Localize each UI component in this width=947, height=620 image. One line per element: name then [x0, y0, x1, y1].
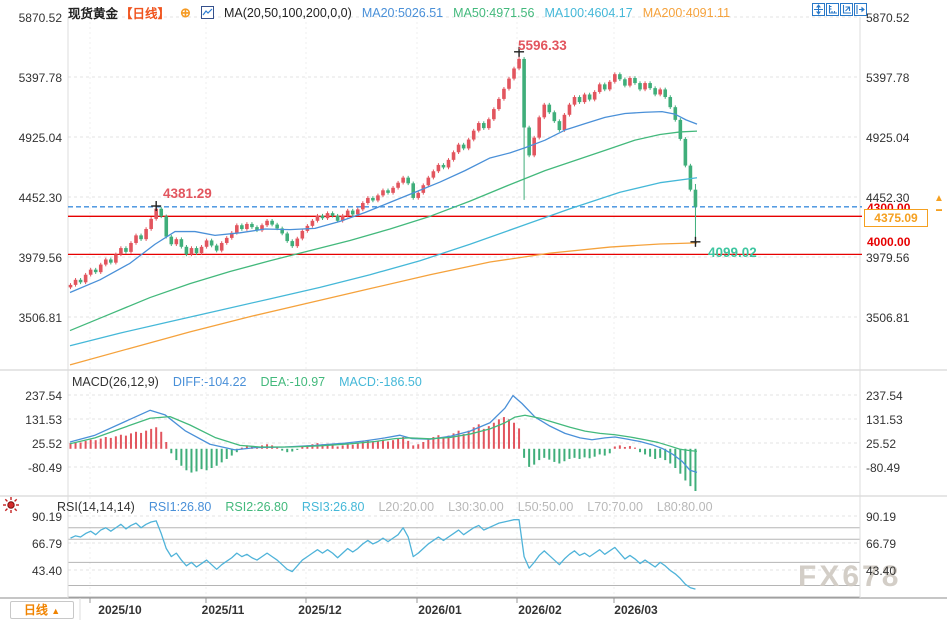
rsi-tick-label: 43.40 [31, 564, 62, 578]
macd-header: MACD(26,12,9) DIFF:-104.22 DEA:-10.97 MA… [72, 375, 422, 389]
period-label: 日线 [23, 603, 48, 617]
move-tool-icon[interactable] [812, 3, 825, 16]
last-price-box: 4375.09 [864, 209, 928, 227]
chart-header: 现货黄金 【日线】 ⊕ MA(20,50,100,200,0,0) MA20:5… [68, 3, 730, 22]
macd-dea-value: DEA:-10.97 [260, 375, 326, 389]
rsi-tick-label: 90.19 [866, 510, 897, 524]
rsi-title[interactable]: RSI(14,14,14) [57, 500, 135, 514]
ma-settings-label[interactable]: MA(20,50,100,200,0,0) [223, 5, 352, 20]
chart-toolbar [812, 3, 867, 16]
macd-tick-label: 131.53 [25, 413, 62, 427]
add-indicator-icon[interactable]: ⊕ [180, 4, 191, 20]
macd-tick-label: 25.52 [31, 437, 62, 451]
price-tick-label: 3506.81 [866, 311, 910, 325]
price-tick-label: 3979.56 [18, 251, 62, 265]
x-axis-month-label: 2026/01 [418, 603, 462, 617]
price-tick-label: 5870.52 [866, 11, 910, 25]
period-selector[interactable]: 日线 ▲ [10, 601, 74, 619]
macd-diff-value: DIFF:-104.22 [172, 375, 247, 389]
indicator-settings-sun-icon[interactable] [2, 496, 20, 514]
rsi-l50-value: L50:50.00 [517, 500, 574, 514]
macd-macd-value: MACD:-186.50 [339, 375, 422, 389]
annotation-top-high: 5596.33 [518, 38, 567, 53]
symbol-title: 现货黄金 [68, 7, 119, 21]
annotation-oct-high: 4381.29 [163, 186, 212, 201]
watermark-logo: FX678 [798, 560, 902, 593]
x-axis-month-label: 2025/11 [201, 603, 245, 617]
x-axis-zoom-icon[interactable] [840, 3, 853, 16]
rsi-l80-value: L80:80.00 [656, 500, 713, 514]
price-tick-label: 5870.52 [18, 11, 62, 25]
rsi-tick-label: 66.79 [31, 537, 62, 551]
rsi-tick-label: 66.79 [866, 537, 897, 551]
price-tick-label: 4452.30 [866, 191, 910, 205]
price-tick-label: 5397.78 [866, 71, 910, 85]
support-level-label: 4000.00 [867, 235, 911, 249]
rsi-l20-value: L20:20.00 [378, 500, 435, 514]
price-tick-label: 3979.56 [866, 251, 910, 265]
rsi-l30-value: L30:30.00 [448, 500, 504, 514]
ma50-value: MA50:4971.56 [453, 5, 535, 20]
period-tag[interactable]: 【日线】 [120, 7, 171, 21]
rsi3-value: RSI3:26.80 [301, 500, 365, 514]
x-axis-month-label: 2026/03 [614, 603, 658, 617]
price-tick-label: 4925.04 [18, 131, 62, 145]
latest-price-arrow-icon[interactable]: ▲ ▬ [934, 193, 944, 214]
macd-tick-label: 237.54 [25, 389, 62, 403]
rsi1-value: RSI1:26.80 [148, 500, 212, 514]
macd-tick-label: 131.53 [866, 413, 903, 427]
y-axis-zoom-icon[interactable] [826, 3, 839, 16]
rsi2-value: RSI2:26.80 [225, 500, 288, 514]
scroll-to-latest-icon[interactable] [854, 3, 867, 16]
price-tick-label: 5397.78 [18, 71, 62, 85]
x-axis-month-label: 2026/02 [518, 603, 562, 617]
ma20-value: MA20:5026.51 [361, 5, 444, 20]
rsi-l70-value: L70:70.00 [587, 500, 643, 514]
rsi-tick-label: 43.40 [866, 564, 897, 578]
price-tick-label: 4452.30 [18, 191, 62, 205]
macd-tick-label: -80.49 [866, 461, 901, 475]
rsi-header: RSI(14,14,14) RSI1:26.80 RSI2:26.80 RSI3… [57, 500, 713, 514]
macd-tick-label: 25.52 [866, 437, 897, 451]
x-axis-month-label: 2025/10 [98, 603, 142, 617]
ma200-value: MA200:4091.11 [642, 5, 731, 20]
price-tick-label: 3506.81 [18, 311, 62, 325]
macd-tick-label: -80.49 [27, 461, 62, 475]
annotation-last-low: 4099.02 [708, 245, 757, 260]
x-axis-month-label: 2025/12 [298, 603, 342, 617]
period-arrow-icon: ▲ [51, 606, 61, 616]
rsi-tick-label: 90.19 [31, 510, 62, 524]
ma100-value: MA100:4604.17 [544, 5, 633, 20]
chart-style-icon[interactable] [200, 6, 214, 19]
macd-tick-label: 237.54 [866, 389, 903, 403]
price-tick-label: 4925.04 [866, 131, 910, 145]
macd-title[interactable]: MACD(26,12,9) [72, 375, 159, 389]
